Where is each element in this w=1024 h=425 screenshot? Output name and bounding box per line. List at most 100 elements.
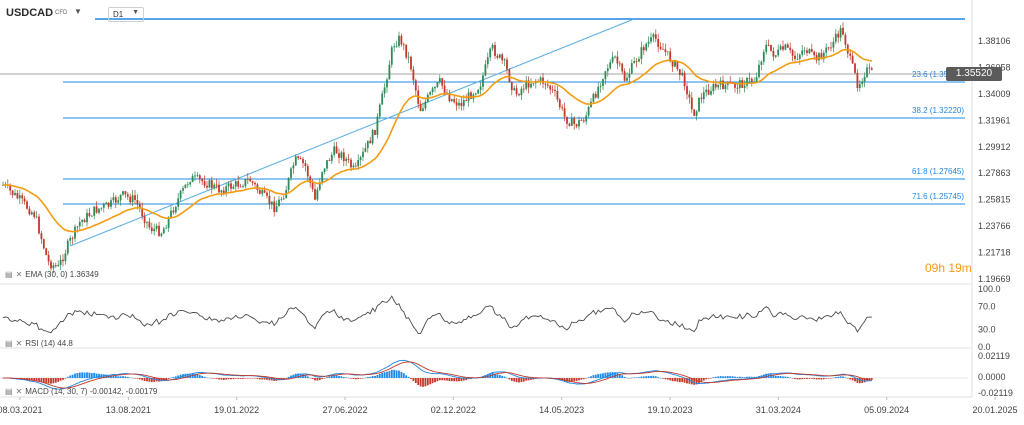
candle-body	[40, 233, 43, 240]
candle-body	[822, 52, 825, 60]
macd-histogram-bar	[134, 378, 136, 379]
macd-histogram-bar	[424, 378, 427, 387]
macd-histogram-bar	[254, 378, 256, 379]
macd-histogram-bar	[803, 378, 806, 379]
macd-histogram-bar	[765, 373, 768, 378]
macd-histogram-bar	[35, 378, 38, 381]
candle-body	[366, 140, 369, 149]
fib-label: 61.8 (1.27645)	[912, 167, 964, 176]
macd-histogram-bar	[602, 373, 604, 378]
macd-histogram-bar	[582, 378, 585, 380]
close-icon[interactable]: ✕	[15, 387, 23, 396]
macd-histogram-bar	[834, 376, 837, 378]
macd-name: MACD (14, 30, 7)	[25, 387, 88, 396]
candle-body	[45, 248, 48, 255]
candle-body	[88, 212, 91, 217]
macd-histogram-bar	[614, 372, 616, 378]
candle-body	[328, 160, 331, 161]
close-icon[interactable]: ✕	[15, 339, 23, 348]
macd-histogram-bar	[813, 378, 816, 380]
candle-body	[335, 146, 338, 154]
macd-histogram-bar	[321, 378, 324, 380]
candle-body	[700, 97, 703, 100]
close-icon[interactable]: ✕	[15, 270, 23, 279]
candle-body	[261, 190, 264, 194]
macd-histogram-bar	[141, 378, 144, 381]
candle-body	[582, 120, 585, 122]
candle-body	[71, 237, 74, 239]
candle-body	[50, 261, 52, 269]
candle-body	[150, 227, 153, 232]
candle-body	[93, 206, 96, 216]
candle-body	[693, 109, 696, 116]
macd-histogram-bar	[203, 376, 206, 378]
macd-histogram-bar	[186, 373, 189, 378]
candle-body	[554, 89, 556, 91]
macd-histogram-bar	[527, 378, 530, 381]
candle-body	[112, 197, 115, 201]
candle-body	[623, 71, 626, 81]
candle-body	[179, 190, 182, 199]
macd-histogram-bar	[674, 378, 676, 382]
macd-histogram-bar	[494, 373, 496, 378]
macd-histogram-bar	[856, 378, 859, 383]
candle-body	[405, 44, 408, 58]
macd-histogram-bar	[345, 377, 348, 378]
macd-histogram-bar	[117, 376, 120, 378]
candle-body	[86, 212, 88, 223]
settings-icon[interactable]: ▤	[5, 387, 13, 396]
candle-body	[146, 221, 148, 223]
candle-body	[748, 78, 751, 79]
candle-body	[606, 68, 609, 72]
candle-body	[604, 71, 607, 80]
ema-indicator-label[interactable]: ▤ ✕ EMA (30, 0) 1.36349	[5, 270, 99, 279]
rsi-name: RSI (14)	[25, 339, 56, 348]
candle-body	[618, 63, 621, 65]
candle-body	[210, 180, 213, 188]
candle-body	[18, 195, 21, 199]
candle-body	[681, 72, 684, 76]
macd-histogram-bar	[450, 378, 453, 382]
macd-indicator-label[interactable]: ▤ ✕ MACD (14, 30, 7) -0.00142, -0.00179	[5, 387, 157, 396]
candle-body	[182, 188, 184, 191]
candle-body	[510, 81, 513, 91]
macd-histogram-bar	[285, 378, 288, 379]
rsi-indicator-label[interactable]: ▤ ✕ RSI (14) 44.8	[5, 339, 73, 348]
settings-icon[interactable]: ▤	[5, 270, 13, 279]
candle-body	[784, 44, 787, 50]
timeframe-select[interactable]: D1 ▼	[108, 7, 144, 22]
instrument-type: CFD	[55, 10, 68, 16]
macd-histogram-bar	[290, 375, 292, 378]
macd-histogram-bar	[455, 378, 458, 382]
macd-histogram-bar	[126, 376, 129, 378]
candle-body	[830, 47, 832, 49]
macd-histogram-bar	[42, 378, 45, 383]
macd-histogram-bar	[210, 378, 213, 379]
candle-body	[498, 54, 501, 58]
candle-body	[9, 185, 12, 191]
y-tick-label: 1.29912	[978, 142, 1011, 152]
candle-body	[489, 48, 492, 58]
candle-body	[165, 227, 168, 229]
macd-histogram-bar	[374, 375, 376, 378]
symbol-name[interactable]: USDCAD	[6, 7, 54, 19]
macd-histogram-bar	[597, 374, 600, 378]
candle-body	[362, 151, 364, 158]
macd-histogram-bar	[431, 378, 434, 384]
macd-histogram-bar	[510, 378, 513, 381]
candle-body	[342, 152, 345, 162]
timer-hours: 09	[925, 261, 939, 275]
candle-body	[825, 47, 828, 53]
macd-histogram-bar	[530, 378, 532, 380]
macd-histogram-bar	[83, 372, 86, 378]
candle-body	[578, 120, 580, 127]
symbol-dropdown-icon[interactable]: ▼	[74, 7, 82, 16]
settings-icon[interactable]: ▤	[5, 339, 13, 348]
candle-body	[465, 100, 468, 101]
candle-body	[83, 219, 86, 223]
candle-body	[630, 63, 633, 74]
x-tick-label: 13.08.2021	[106, 405, 151, 415]
macd-histogram-bar	[700, 378, 703, 382]
y-tick-label: 1.25815	[978, 195, 1011, 205]
